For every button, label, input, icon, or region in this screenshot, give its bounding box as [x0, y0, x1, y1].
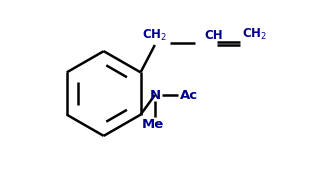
Text: N: N: [149, 89, 160, 101]
Text: Ac: Ac: [180, 89, 198, 101]
Text: CH: CH: [204, 29, 223, 42]
Text: CH$_2$: CH$_2$: [242, 27, 267, 42]
Text: Me: Me: [142, 118, 164, 131]
Text: CH$_2$: CH$_2$: [142, 28, 167, 43]
